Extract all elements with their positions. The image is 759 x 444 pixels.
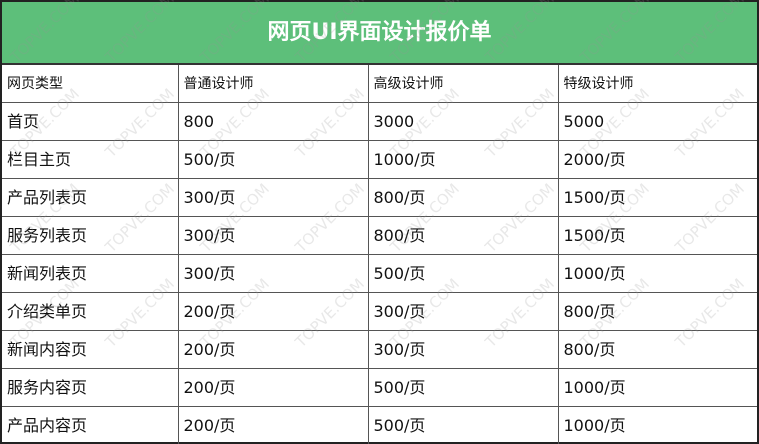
price-cell: 1500/页 [557,216,757,255]
page-type-cell: 介绍类单页 [2,292,179,331]
price-cell: 500/页 [177,140,369,179]
price-cell: 300/页 [367,292,559,331]
price-cell: 1000/页 [557,254,757,293]
table-row: 新闻列表页 300/页 500/页 1000/页 [2,254,757,293]
table-row: 产品内容页 200/页 500/页 1000/页 [2,406,757,444]
price-cell: 3000 [367,102,559,141]
table-row: 产品列表页 300/页 800/页 1500/页 [2,178,757,217]
page-type-cell: 服务内容页 [2,368,179,407]
price-cell: 1500/页 [557,178,757,217]
price-cell: 1000/页 [557,406,757,444]
price-cell: 200/页 [177,368,369,407]
price-cell: 500/页 [367,406,559,444]
page-type-cell: 服务列表页 [2,216,179,255]
table-row: 介绍类单页 200/页 300/页 800/页 [2,292,757,331]
table-row: 新闻内容页 200/页 300/页 800/页 [2,330,757,369]
price-cell: 800/页 [367,178,559,217]
price-cell: 500/页 [367,368,559,407]
header-row: 网页类型 普通设计师 高级设计师 特级设计师 [2,65,757,103]
price-cell: 300/页 [367,330,559,369]
price-cell: 500/页 [367,254,559,293]
price-cell: 200/页 [177,406,369,444]
page-type-cell: 产品内容页 [2,406,179,444]
price-cell: 5000 [557,102,757,141]
page-type-cell: 新闻列表页 [2,254,179,293]
sheet-title: 网页UI界面设计报价单 [2,2,757,65]
price-cell: 200/页 [177,292,369,331]
price-cell: 2000/页 [557,140,757,179]
price-cell: 200/页 [177,330,369,369]
price-cell: 1000/页 [367,140,559,179]
column-header: 网页类型 [2,65,179,103]
column-header: 特级设计师 [557,65,757,103]
page-type-cell: 首页 [2,102,179,141]
page-type-cell: 产品列表页 [2,178,179,217]
table-row: 服务列表页 300/页 800/页 1500/页 [2,216,757,255]
table-row: 栏目主页 500/页 1000/页 2000/页 [2,140,757,179]
price-cell: 300/页 [177,216,369,255]
price-table: 网页类型 普通设计师 高级设计师 特级设计师 首页 800 3000 5000 栏目主页… [2,65,757,444]
page-type-cell: 新闻内容页 [2,330,179,369]
page-type-cell: 栏目主页 [2,140,179,179]
price-cell: 1000/页 [557,368,757,407]
table-row: 首页 800 3000 5000 [2,102,757,141]
price-cell: 800/页 [557,330,757,369]
column-header: 普通设计师 [177,65,369,103]
price-cell: 800/页 [367,216,559,255]
price-cell: 800/页 [557,292,757,331]
price-cell: 300/页 [177,178,369,217]
price-cell: 300/页 [177,254,369,293]
price-cell: 800 [177,102,369,141]
table-row: 服务内容页 200/页 500/页 1000/页 [2,368,757,407]
column-header: 高级设计师 [367,65,559,103]
